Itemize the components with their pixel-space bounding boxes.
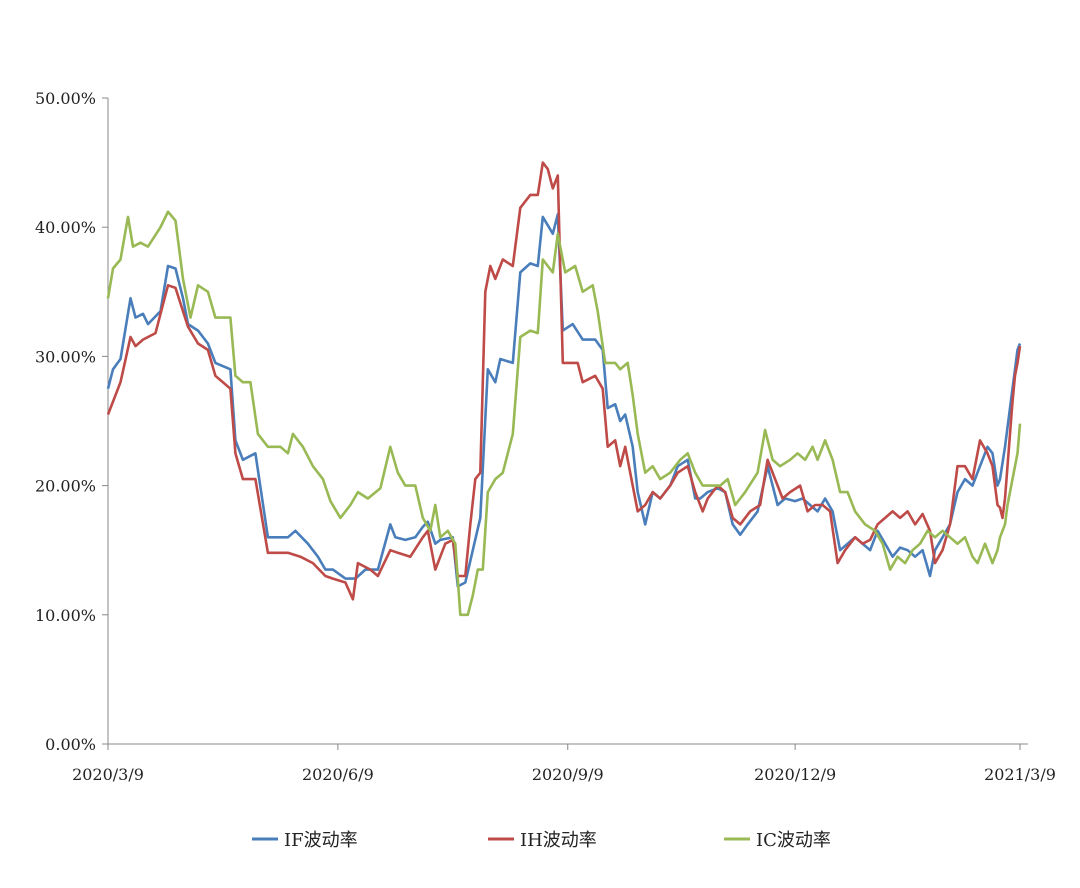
series-line-2 [106,161,1022,601]
x-tick-label: 2020/6/9 [302,765,374,784]
legend-label-2: IH波动率 [520,830,597,851]
x-tick-label: 2020/3/9 [72,765,144,784]
x-tick-label: 2021/3/9 [984,765,1056,784]
axes: 0.00% 10.00% 20.00% 30.00% 40.00% 50.00% 2020/… [35,89,1056,784]
legend-label-1: IF波动率 [284,830,358,851]
series-line-1 [106,213,1022,588]
series-line-3 [106,210,1022,617]
x-tick-label: 2020/9/9 [532,765,604,784]
y-tick-label: 0.00% [45,735,96,754]
y-tick-label: 20.00% [35,477,96,496]
legend: IF波动率 IH波动率 IC波动率 [252,830,831,851]
y-tick-label: 40.00% [35,218,96,237]
y-tick-label: 30.00% [35,347,96,366]
x-tick-label: 2020/12/9 [754,765,836,784]
y-tick-label: 50.00% [35,89,96,108]
series-lines [106,161,1022,617]
legend-label-3: IC波动率 [756,830,831,851]
y-tick-label: 10.00% [35,606,96,625]
